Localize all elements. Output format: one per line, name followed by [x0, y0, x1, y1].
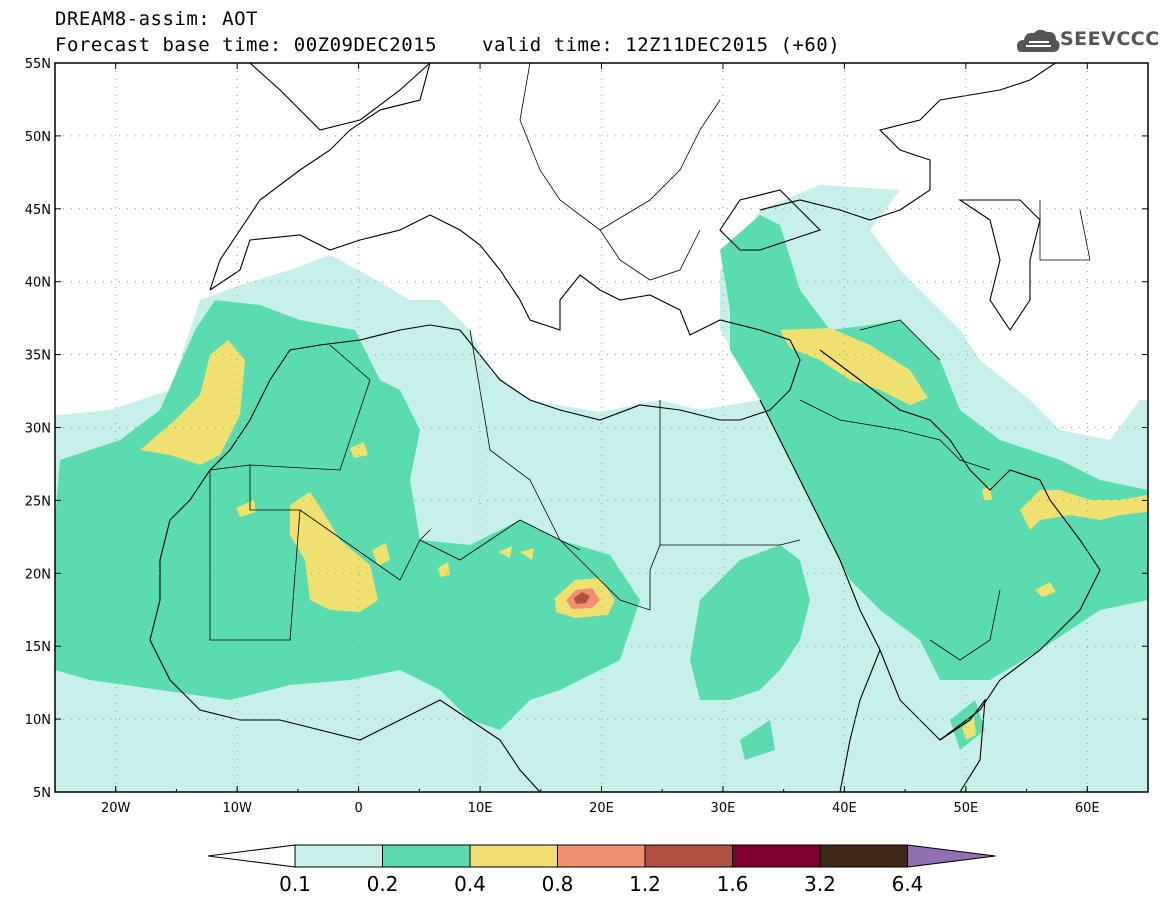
lat-label: 40N [25, 276, 51, 291]
colorbar [207, 844, 996, 868]
colorbar-over-arrow [907, 844, 996, 868]
valid-time: valid time: 12Z11DEC2015 (+60) [482, 34, 841, 56]
colorbar-segment [819, 844, 908, 868]
colorbar-segment [382, 844, 471, 868]
borders [209, 63, 1091, 661]
lat-label: 50N [25, 130, 51, 145]
axis-ticks [54, 62, 1149, 793]
colorbar-label: 1.6 [717, 872, 749, 896]
lon-label: 60E [1075, 801, 1100, 816]
aot-field-1.2-1.6 [574, 592, 590, 604]
longitude-labels: 20W 10W 0 10E 20E 30E 40E 50E 60E [101, 801, 1100, 816]
lon-label: 10E [468, 801, 493, 816]
colorbar-label: 6.4 [892, 872, 924, 896]
colorbar-segment [469, 844, 558, 868]
colorbar-segment [644, 844, 733, 868]
colorbar-segment [294, 844, 383, 868]
colorbar-label: 0.4 [454, 872, 486, 896]
lon-label: 0 [354, 801, 362, 816]
colorbar-label: 0.2 [367, 872, 399, 896]
lon-label: 10W [222, 801, 252, 816]
colorbar-labels: 0.1 0.2 0.4 0.8 1.2 1.6 3.2 6.4 [279, 872, 923, 896]
lon-label: 40E [832, 801, 857, 816]
colorbar-label: 0.8 [542, 872, 574, 896]
lat-label: 5N [33, 786, 51, 801]
colorbar-label: 3.2 [804, 872, 836, 896]
colorbar-segment [732, 844, 821, 868]
lon-label: 50E [953, 801, 978, 816]
cloud-logo-icon [1017, 29, 1060, 52]
colorbar-segment [557, 844, 646, 868]
lon-label: 30E [711, 801, 736, 816]
lat-label: 10N [25, 713, 51, 728]
lon-label: 20E [589, 801, 614, 816]
colorbar-under-arrow [207, 844, 296, 868]
lat-label: 25N [25, 494, 51, 509]
lat-label: 15N [25, 640, 51, 655]
latitude-labels: 55N 50N 45N 40N 35N 30N 25N 20N 15N 10N 5N [25, 57, 51, 801]
logo-text: SEEVCCC [1060, 28, 1160, 50]
lat-label: 35N [25, 349, 51, 364]
lon-label: 20W [101, 801, 131, 816]
forecast-base-time: Forecast base time: 00Z09DEC2015 [55, 34, 438, 56]
colorbar-label: 0.1 [279, 872, 311, 896]
map-title: DREAM8-assim: AOT [55, 8, 258, 30]
coastlines [149, 63, 1101, 792]
lat-label: 30N [25, 422, 51, 437]
lat-label: 20N [25, 567, 51, 582]
colorbar-label: 1.2 [629, 872, 661, 896]
lat-label: 55N [25, 57, 51, 72]
lat-label: 45N [25, 203, 51, 218]
